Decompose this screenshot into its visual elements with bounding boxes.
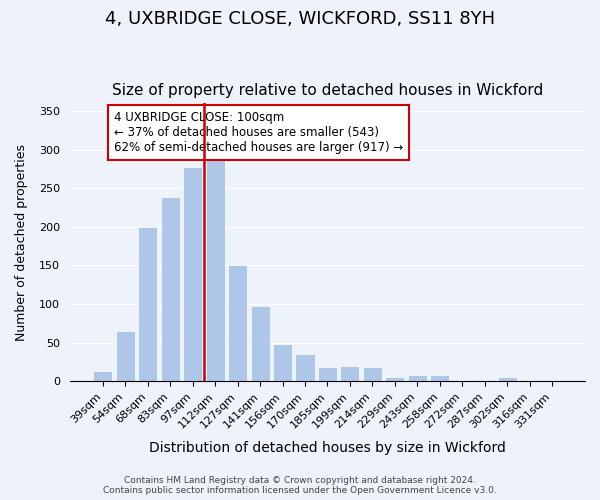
Bar <box>318 366 337 381</box>
Text: 4 UXBRIDGE CLOSE: 100sqm
← 37% of detached houses are smaller (543)
62% of semi-: 4 UXBRIDGE CLOSE: 100sqm ← 37% of detach… <box>114 111 403 154</box>
Bar <box>295 354 314 381</box>
Text: Contains HM Land Registry data © Crown copyright and database right 2024.
Contai: Contains HM Land Registry data © Crown c… <box>103 476 497 495</box>
Bar <box>340 366 359 381</box>
Bar <box>273 344 292 381</box>
Bar <box>363 366 382 381</box>
Bar <box>430 375 449 381</box>
Y-axis label: Number of detached properties: Number of detached properties <box>15 144 28 341</box>
Bar <box>94 371 112 381</box>
Bar <box>161 198 180 381</box>
Bar <box>183 166 202 381</box>
Bar <box>497 378 517 381</box>
Bar <box>385 378 404 381</box>
Bar <box>452 380 472 381</box>
Text: 4, UXBRIDGE CLOSE, WICKFORD, SS11 8YH: 4, UXBRIDGE CLOSE, WICKFORD, SS11 8YH <box>105 10 495 28</box>
Bar <box>138 227 157 381</box>
Title: Size of property relative to detached houses in Wickford: Size of property relative to detached ho… <box>112 83 543 98</box>
Bar <box>408 375 427 381</box>
Bar <box>206 158 225 381</box>
Bar <box>116 331 135 381</box>
X-axis label: Distribution of detached houses by size in Wickford: Distribution of detached houses by size … <box>149 441 506 455</box>
Bar <box>228 266 247 381</box>
Bar <box>251 306 269 381</box>
